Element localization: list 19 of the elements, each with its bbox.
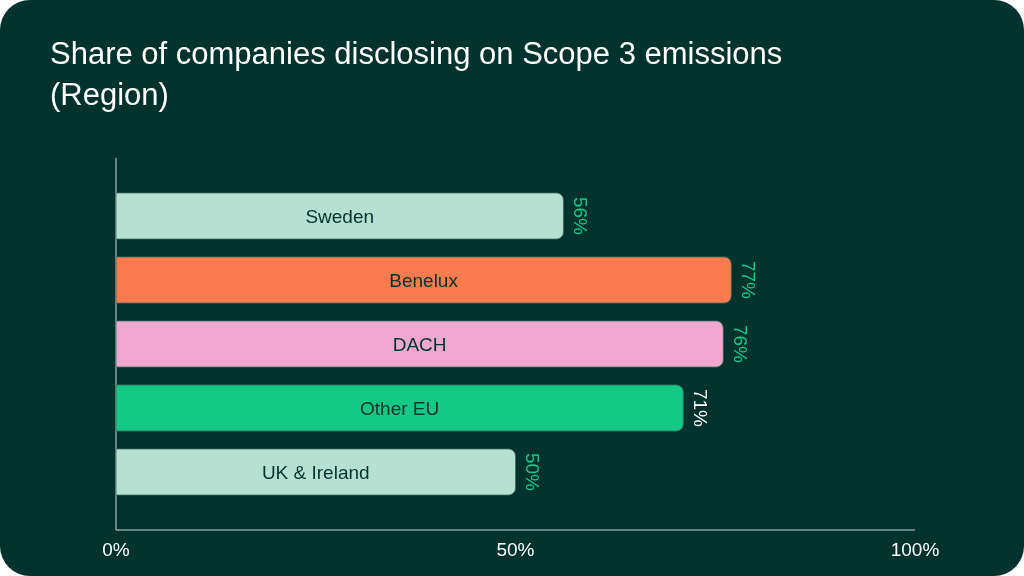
bar (115, 256, 732, 304)
y-tick-label: DACH (392, 333, 447, 355)
chart-title: Share of companies disclosing on Scope 3 emissions (Region) (50, 36, 783, 112)
y-tick-label: Other EU (360, 397, 440, 419)
y-tick-label: Sweden (305, 205, 375, 227)
x-tick-label: 100% (890, 539, 940, 560)
bar (115, 384, 684, 432)
data-label: 71% (689, 388, 711, 428)
data-label: 56% (569, 196, 591, 236)
data-label: 50% (521, 452, 543, 492)
bar (115, 448, 516, 496)
bar (115, 192, 564, 240)
x-tick-label: 50% (496, 539, 535, 560)
y-tick-label: UK & Ireland (261, 461, 370, 483)
data-label: 77% (737, 260, 759, 300)
x-tick-label: 0% (102, 539, 130, 560)
bar (115, 320, 724, 368)
data-label: 76% (729, 324, 751, 364)
y-tick-label: Benelux (389, 269, 459, 291)
